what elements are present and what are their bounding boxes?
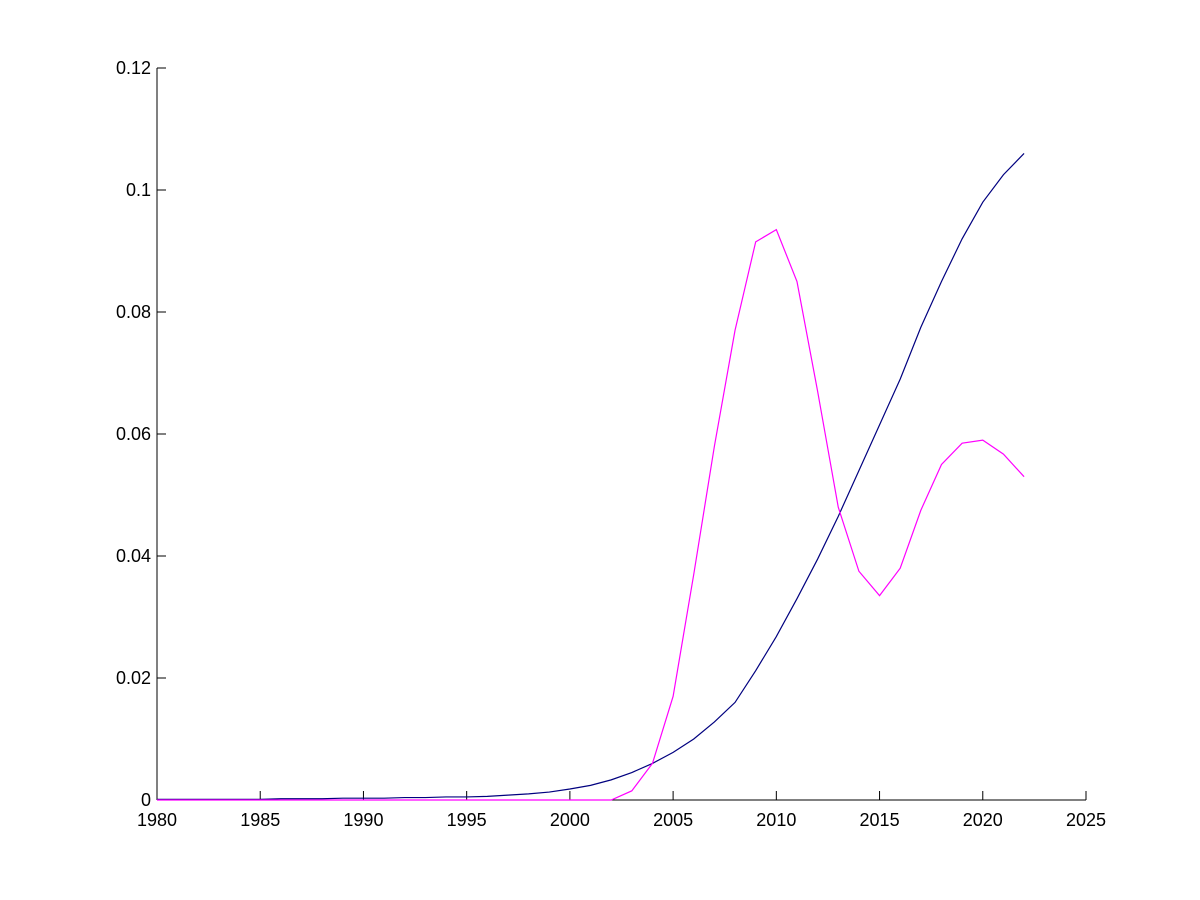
y-tick-label: 0	[141, 790, 151, 810]
x-tick-label: 1995	[447, 810, 487, 830]
y-tick-label: 0.04	[116, 546, 151, 566]
x-tick-label: 2015	[860, 810, 900, 830]
line-series	[157, 228, 1025, 801]
y-tick-label: 0.12	[116, 58, 151, 78]
x-tick-label: 2010	[756, 810, 796, 830]
y-tick-label: 0.06	[116, 424, 151, 444]
line-series	[157, 152, 1025, 800]
x-tick-label: 2000	[550, 810, 590, 830]
y-tick-label: 0.1	[126, 180, 151, 200]
x-tick-label: 2005	[653, 810, 693, 830]
x-tick-label: 2025	[1066, 810, 1106, 830]
y-tick-label: 0.08	[116, 302, 151, 322]
x-tick-label: 2020	[963, 810, 1003, 830]
x-tick-label: 1985	[240, 810, 280, 830]
x-tick-label: 1980	[137, 810, 177, 830]
y-tick-label: 0.02	[116, 668, 151, 688]
x-tick-label: 1990	[343, 810, 383, 830]
